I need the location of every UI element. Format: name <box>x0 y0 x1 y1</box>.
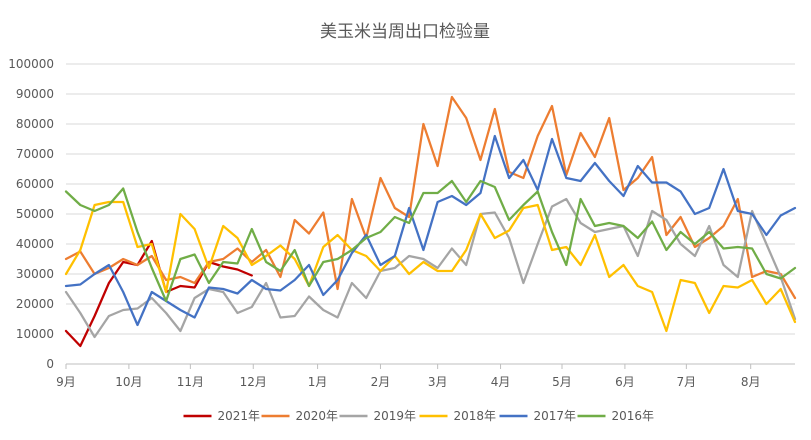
y-tick-label: 20000 <box>16 297 54 311</box>
y-tick-label: 0 <box>46 357 54 371</box>
series-line-2016年 <box>64 179 797 303</box>
legend: 2021年 2020年 2019年 2018年 2017年 2016年 <box>183 409 655 423</box>
series-line-2020年 <box>64 95 797 300</box>
y-tick-label: 100000 <box>8 57 54 71</box>
x-tick-label: 2月 <box>371 375 391 389</box>
legend-item: 2017年 <box>499 409 577 423</box>
legend-label: 2016年 <box>612 409 655 423</box>
legend-label: 2020年 <box>296 409 339 423</box>
y-tick-label: 10000 <box>16 327 54 341</box>
x-tick-label: 3月 <box>428 375 448 389</box>
legend-item: 2020年 <box>261 409 339 423</box>
x-tick-label: 10月 <box>115 375 142 389</box>
legend-item: 2021年 <box>183 409 261 423</box>
x-tick-label: 6月 <box>615 375 635 389</box>
series-line-2017年 <box>64 134 797 327</box>
chart-title: 美玉米当周出口检验量 <box>320 22 490 42</box>
y-tick-label: 70000 <box>16 147 54 161</box>
y-tick-label: 40000 <box>16 237 54 251</box>
y-tick-label: 80000 <box>16 117 54 131</box>
grid-lines <box>66 63 795 335</box>
y-tick-label: 90000 <box>16 87 54 101</box>
x-tick-label: 9月 <box>56 375 76 389</box>
legend-label: 2018年 <box>454 409 497 423</box>
x-tick-label: 1月 <box>308 375 328 389</box>
x-tick-label: 12月 <box>240 375 267 389</box>
legend-label: 2021年 <box>218 409 261 423</box>
legend-label: 2019年 <box>374 409 417 423</box>
y-tick-label: 60000 <box>16 177 54 191</box>
series-lines <box>64 95 797 348</box>
series-line-2019年 <box>64 197 797 339</box>
y-tick-label: 50000 <box>16 207 54 221</box>
x-tick-label: 4月 <box>491 375 511 389</box>
series-line-2018年 <box>64 200 797 333</box>
legend-item: 2018年 <box>419 409 497 423</box>
legend-item: 2019年 <box>339 409 417 423</box>
x-tick-label: 8月 <box>741 375 761 389</box>
x-tick-label: 5月 <box>552 375 572 389</box>
y-tick-label: 30000 <box>16 267 54 281</box>
axes: 0 10000 20000 30000 40000 50000 60000 70000 8000… <box>8 57 795 389</box>
x-tick-label: 11月 <box>177 375 204 389</box>
legend-label: 2017年 <box>534 409 577 423</box>
x-tick-label: 7月 <box>677 375 697 389</box>
legend-item: 2016年 <box>577 409 655 423</box>
